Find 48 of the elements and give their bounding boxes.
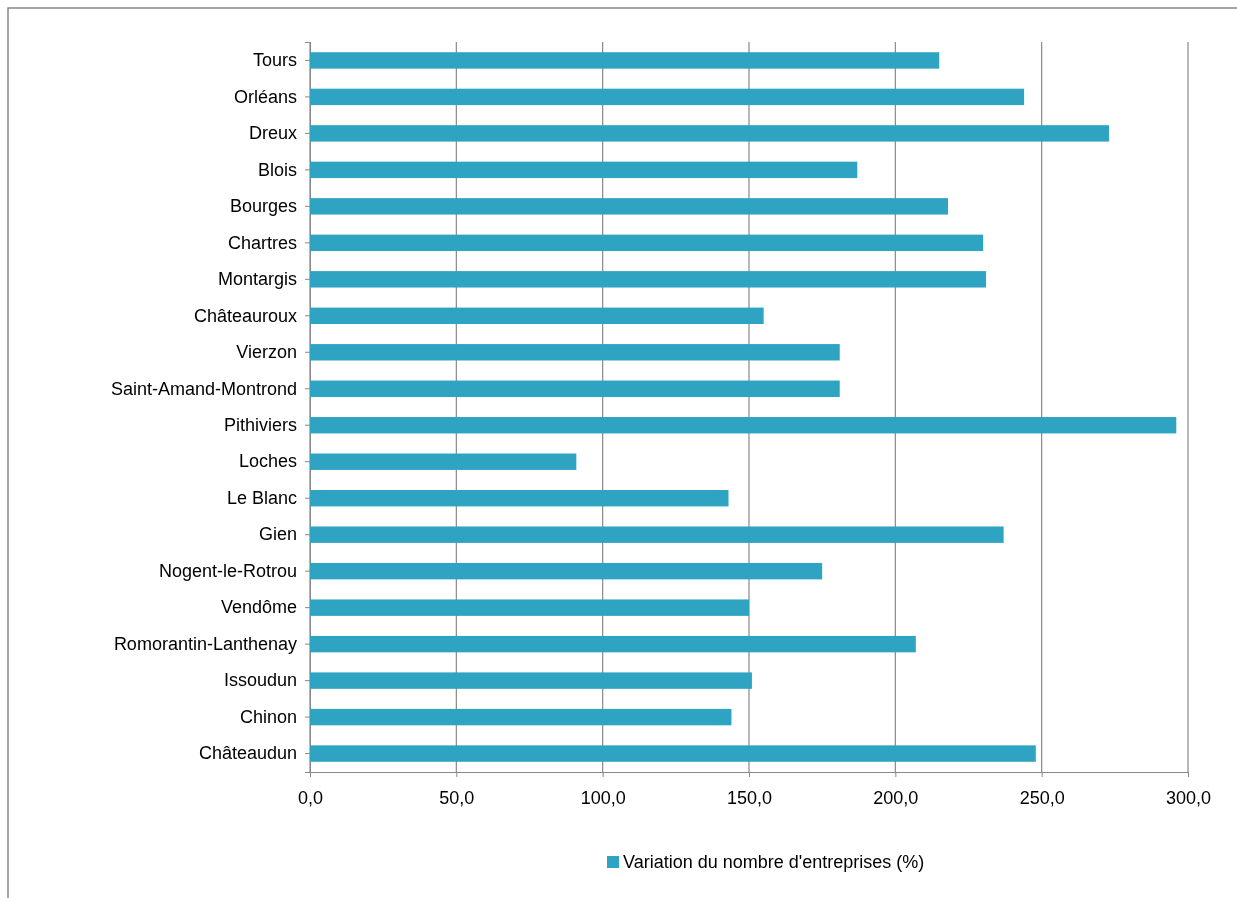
x-tick-label: 150,0 <box>726 787 773 808</box>
y-tick-label: Blois <box>257 159 297 180</box>
x-tick-label: 300,0 <box>1165 787 1212 808</box>
y-tick-label: Saint-Amand-Montrond <box>110 378 297 399</box>
bar <box>310 161 858 179</box>
y-tick-label: Nogent-le-Rotrou <box>158 560 297 581</box>
bar <box>310 453 577 470</box>
bar <box>310 708 732 726</box>
bar <box>310 52 940 69</box>
bar <box>310 635 916 653</box>
y-tick-label: Gien <box>258 524 297 545</box>
bar <box>310 417 1177 434</box>
bar <box>310 526 1004 543</box>
bar <box>310 88 1025 106</box>
x-tick-label: 200,0 <box>873 787 919 808</box>
x-tick-label: 250,0 <box>1019 787 1065 808</box>
y-tick-label: Romorantin-Lanthenay <box>113 633 297 654</box>
bar <box>310 745 1036 762</box>
x-tick-label: 0,0 <box>297 787 324 808</box>
y-tick-label: Châteaudun <box>198 743 297 764</box>
bar <box>310 380 840 397</box>
bar <box>310 307 764 324</box>
bar <box>310 271 987 288</box>
y-tick-label: Bourges <box>229 196 297 217</box>
bar <box>310 344 840 361</box>
y-tick-label: Tours <box>252 50 297 71</box>
bar <box>310 599 749 616</box>
bar <box>310 672 752 689</box>
legend-label: Variation du nombre d'entreprises (%) <box>623 852 925 872</box>
x-tick-label: 100,0 <box>580 787 626 808</box>
y-tick-label: Vendôme <box>220 597 297 618</box>
y-tick-label: Vierzon <box>236 342 297 363</box>
x-tick-label: 50,0 <box>439 787 475 808</box>
bar <box>310 490 729 507</box>
y-tick-label: Orléans <box>233 86 297 107</box>
bar <box>310 125 1109 142</box>
y-tick-label: Issoudun <box>223 670 297 691</box>
y-tick-label: Châteauroux <box>193 305 297 326</box>
y-tick-label: Chinon <box>239 706 297 727</box>
y-tick-label: Loches <box>238 451 297 472</box>
y-tick-label: Dreux <box>248 123 297 144</box>
y-tick-label: Chartres <box>227 232 297 253</box>
y-tick-label: Le Blanc <box>226 487 297 508</box>
bar <box>310 234 984 252</box>
bar <box>310 198 949 215</box>
y-tick-label: Pithiviers <box>223 415 297 435</box>
bar <box>310 562 823 580</box>
y-tick-label: Montargis <box>217 269 297 290</box>
